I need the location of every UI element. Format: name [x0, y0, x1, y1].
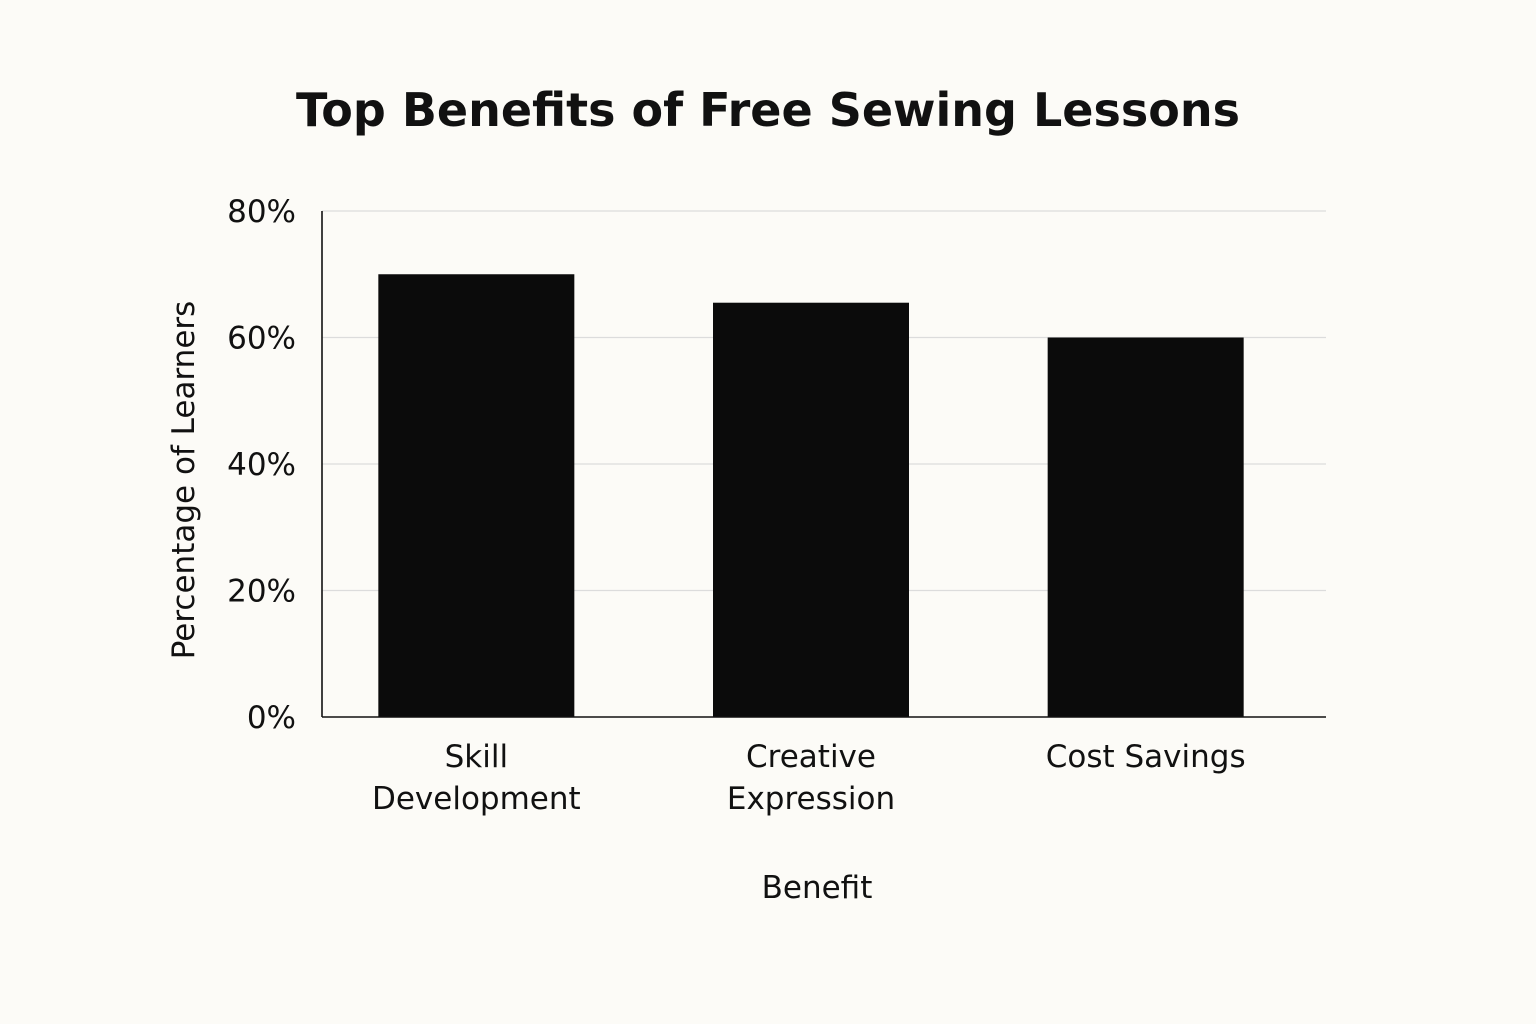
y-tick-label: 60% [227, 321, 296, 357]
x-category-label: Cost Savings [1046, 739, 1246, 775]
y-axis-label: Percentage of Learners [166, 301, 202, 660]
y-tick-label: 40% [227, 447, 296, 483]
bar [713, 302, 909, 717]
y-tick-labels: 0% 20% 40% 60% 80% [227, 194, 296, 736]
x-category-label: Creative Expression [727, 739, 895, 817]
bars [378, 274, 1244, 717]
y-tick-label: 20% [227, 574, 296, 610]
bar [378, 274, 575, 717]
y-tick-label: 80% [227, 194, 296, 230]
bar [1047, 337, 1244, 717]
chart-title: Top Benefits of Free Sewing Lessons [296, 83, 1240, 137]
x-category-labels: Skill Development Creative Expression Cost S… [372, 739, 1246, 817]
y-tick-label: 0% [247, 700, 296, 736]
x-axis-label: Benefit [762, 870, 873, 906]
x-category-label: Skill Development [372, 739, 581, 817]
axes [321, 211, 1326, 718]
